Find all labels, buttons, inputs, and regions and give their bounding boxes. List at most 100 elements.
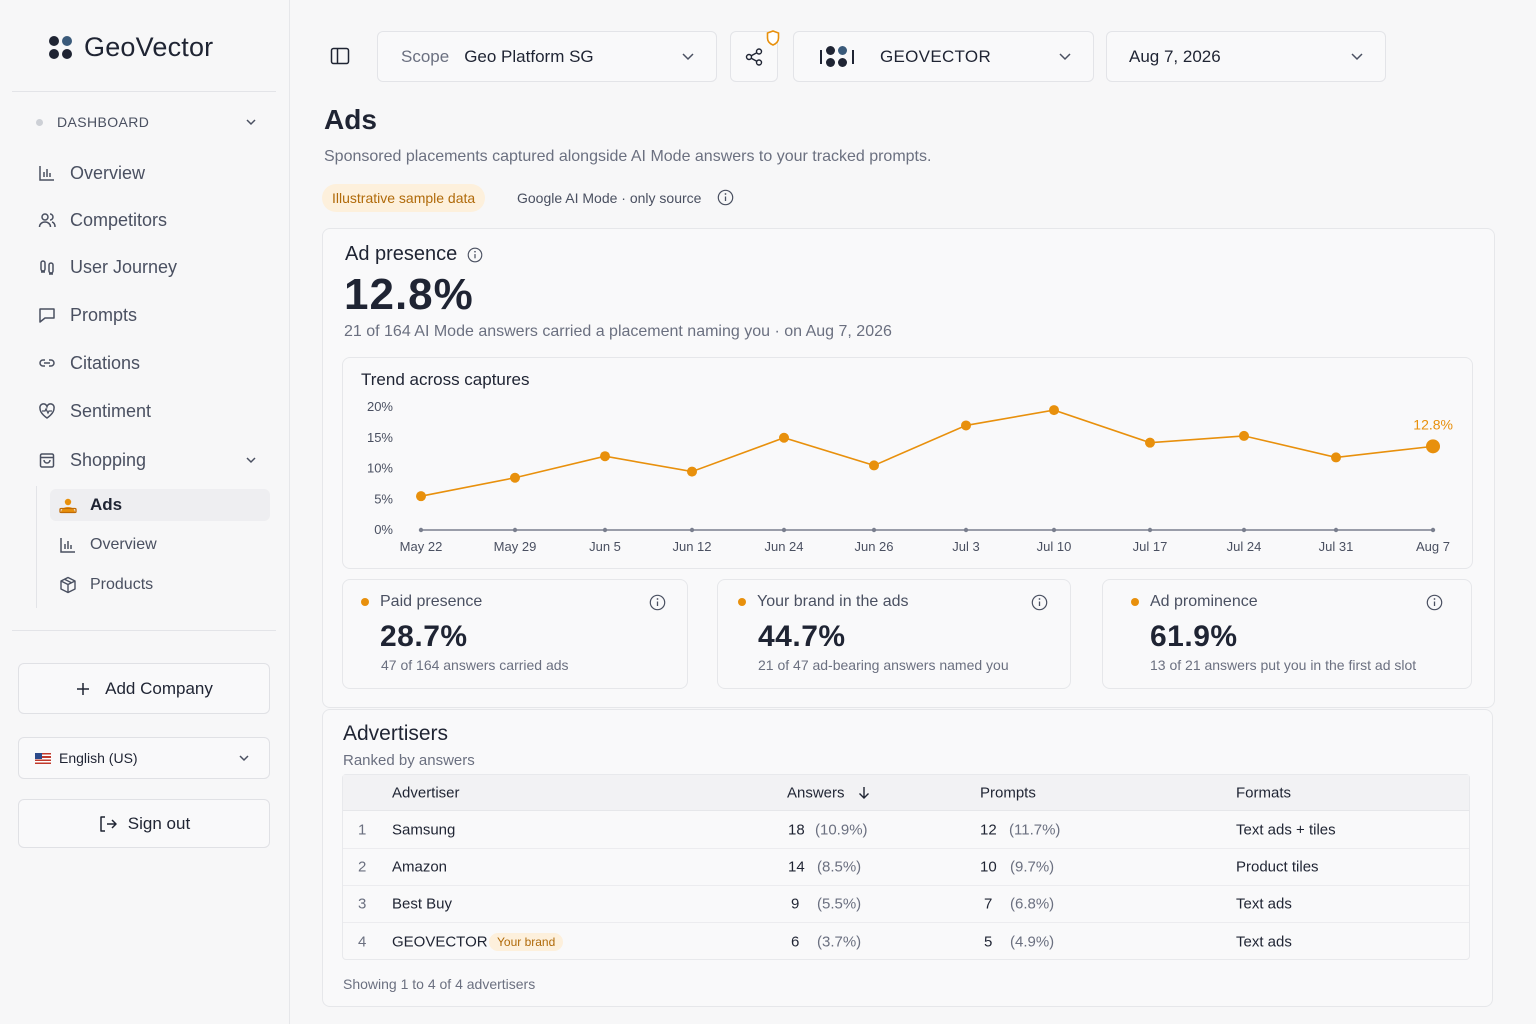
sidebar-item-label: Prompts — [70, 304, 138, 325]
data-point — [510, 472, 520, 483]
brand-logo-icon — [816, 45, 858, 68]
date-select[interactable]: Aug 7, 2026 — [1106, 31, 1386, 82]
formats-cell: Text ads + tiles — [1236, 821, 1336, 839]
submenu-guide-line — [36, 486, 37, 608]
metric-label: Paid presence — [361, 593, 482, 611]
status-dot-icon — [1131, 598, 1139, 606]
metric-card-ad-prominence: Ad prominence 61.9% 13 of 21 answers put… — [1102, 579, 1472, 689]
advertiser-cell: Best Buy — [392, 895, 453, 913]
x-tick-label: Jul 24 — [1227, 539, 1262, 554]
x-tick-label: May 22 — [400, 539, 443, 554]
table-row[interactable]: 2 Amazon 14 (8.5%) 10 (9.7%) Product til… — [343, 849, 1469, 886]
metric-label-text: Paid presence — [380, 593, 483, 610]
app-logo[interactable]: GeoVector — [48, 32, 213, 63]
x-tick-label: May 29 — [494, 539, 537, 554]
section-label: DASHBOARD — [57, 114, 150, 130]
x-tick-label: Jul 3 — [952, 539, 979, 554]
prompts-pct-cell: (6.8%) — [1010, 895, 1055, 913]
prompts-cell: 10 — [980, 858, 997, 876]
dashboard-section-toggle[interactable]: DASHBOARD — [36, 114, 258, 130]
sidebar-subitem-ads[interactable]: Ads — [50, 489, 270, 521]
table-row[interactable]: 4 GEOVECTOR Your brand 6 (3.7%) 5 (4.9%)… — [343, 923, 1469, 960]
baseline-point — [1051, 527, 1057, 533]
info-icon[interactable] — [1031, 594, 1048, 611]
y-tick-label: 5% — [374, 491, 393, 506]
panel-left-icon — [330, 47, 350, 65]
message-icon — [36, 304, 58, 326]
ads-icon — [58, 495, 78, 515]
y-tick-label: 20% — [367, 399, 393, 414]
data-point — [1426, 439, 1440, 454]
prompts-pct-cell: (4.9%) — [1010, 933, 1055, 950]
answers-cell: 14 — [788, 858, 805, 876]
sidebar-item-shopping[interactable]: Shopping — [36, 442, 266, 478]
metric-card-brand-in-ads: Your brand in the ads 44.7% 21 of 47 ad-… — [717, 579, 1071, 689]
answers-pct-cell: (10.9%) — [815, 821, 868, 839]
prompts-cell: 5 — [984, 933, 993, 950]
shopping-bag-icon — [36, 449, 58, 471]
info-icon[interactable] — [717, 189, 734, 206]
answers-pct-cell: (8.5%) — [817, 858, 862, 876]
sidebar-item-label: User Journey — [70, 256, 178, 277]
bar-chart-icon — [58, 535, 78, 555]
chevron-down-icon — [682, 53, 694, 61]
chevron-down-icon — [239, 755, 249, 762]
sidebar-item-label: Sentiment — [70, 400, 152, 421]
table-row[interactable]: 3 Best Buy 9 (5.5%) 7 (6.8%) Text ads — [343, 886, 1469, 923]
sidebar-item-competitors[interactable]: Competitors — [36, 202, 266, 238]
baseline-point — [1147, 527, 1153, 533]
ad-presence-description: 21 of 164 AI Mode answers carried a plac… — [344, 323, 892, 340]
brand-select[interactable]: GEOVECTOR — [793, 31, 1094, 82]
sidebar-divider — [12, 91, 276, 92]
answers-pct-cell: (3.7%) — [817, 933, 862, 950]
info-icon[interactable] — [1426, 594, 1443, 611]
rank-cell: 1 — [358, 821, 367, 839]
column-header-prompts[interactable]: Prompts — [980, 784, 1036, 801]
chevron-down-icon — [246, 457, 256, 464]
app-name: GeoVector — [84, 32, 214, 62]
sidebar-subitem-overview[interactable]: Overview — [50, 529, 270, 561]
language-value: English (US) — [59, 750, 138, 766]
sidebar-item-label: Overview — [70, 162, 146, 183]
column-header-answers[interactable]: Answers — [787, 784, 845, 801]
sidebar-item-sentiment[interactable]: Sentiment — [36, 393, 266, 429]
source-text: Google AI Mode · only source — [517, 189, 702, 206]
us-flag-icon — [35, 752, 51, 764]
metric-card-paid-presence: Paid presence 28.7% 47 of 164 answers ca… — [342, 579, 688, 689]
language-select[interactable]: English (US) — [18, 737, 270, 779]
sidebar-subitem-products[interactable]: Products — [50, 569, 270, 601]
scope-select[interactable]: Scope Geo Platform SG — [377, 31, 717, 82]
table-row[interactable]: 1 Samsung 18 (10.9%) 12 (11.7%) Text ads… — [343, 812, 1469, 849]
baseline-point — [871, 527, 877, 533]
status-dot-icon — [361, 598, 369, 606]
sidebar-item-citations[interactable]: Citations — [36, 345, 266, 381]
data-point — [961, 420, 971, 431]
scope-value: Geo Platform SG — [464, 46, 594, 66]
sidebar-item-user-journey[interactable]: User Journey — [36, 249, 266, 285]
baseline-point — [963, 527, 969, 533]
column-header-formats[interactable]: Formats — [1236, 784, 1292, 801]
arrow-down-icon[interactable] — [857, 786, 871, 800]
sidebar-item-prompts[interactable]: Prompts — [36, 297, 266, 333]
prompts-pct-cell: (9.7%) — [1010, 858, 1055, 876]
sidebar-divider — [12, 630, 276, 631]
column-header-advertiser[interactable]: Advertiser — [392, 784, 460, 801]
baseline-point — [781, 527, 787, 533]
baseline-point — [602, 527, 608, 533]
date-value: Aug 7, 2026 — [1129, 46, 1221, 66]
y-tick-label: 10% — [367, 461, 393, 476]
add-company-button[interactable]: Add Company — [18, 663, 270, 714]
sign-out-button[interactable]: Sign out — [18, 799, 270, 848]
info-icon[interactable] — [467, 247, 483, 263]
sidebar-item-overview[interactable]: Overview — [36, 155, 266, 191]
chevron-down-icon — [1351, 53, 1363, 61]
sidebar-toggle-button[interactable] — [330, 47, 350, 65]
formats-cell: Text ads — [1236, 895, 1292, 913]
metric-description: 21 of 47 ad-bearing answers named you — [758, 657, 1009, 673]
share-button[interactable] — [730, 31, 778, 82]
info-icon[interactable] — [649, 594, 666, 611]
ad-presence-heading: Ad presence — [345, 243, 483, 266]
metric-description: 47 of 164 answers carried ads — [381, 657, 569, 673]
sign-out-label: Sign out — [127, 813, 191, 833]
x-tick-label: Jun 26 — [854, 539, 893, 554]
